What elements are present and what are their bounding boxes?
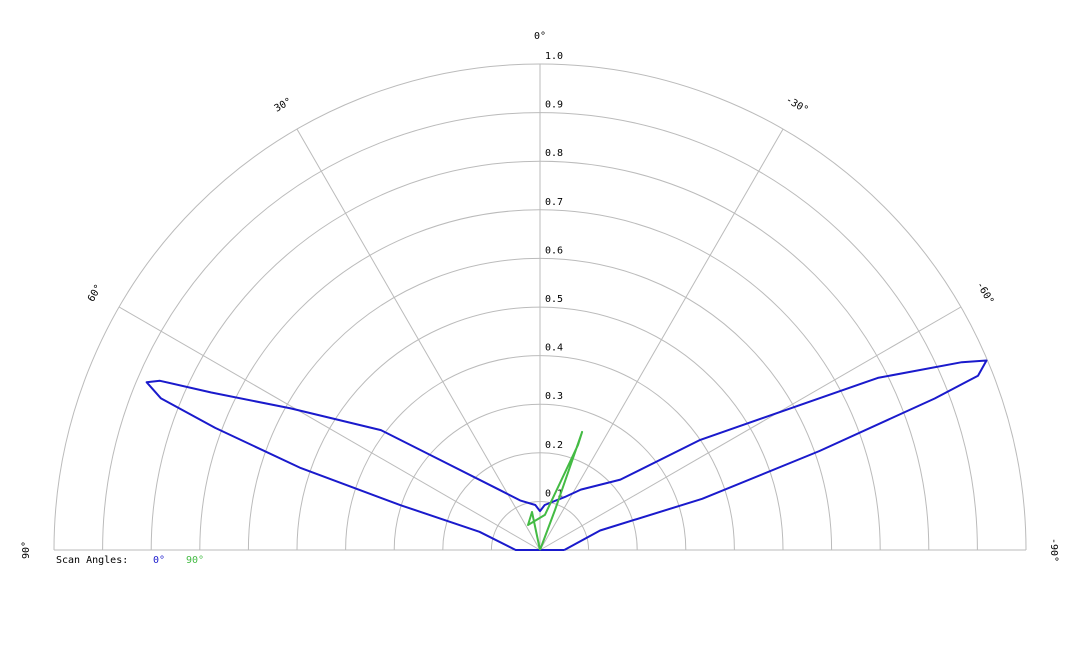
r-tick-label: 0.4 — [545, 343, 563, 354]
grid-spoke — [118, 306, 541, 551]
r-tick-label: 0.7 — [545, 197, 563, 208]
legend-title: Scan Angles: — [56, 555, 128, 566]
r-tick-label: 0.5 — [545, 294, 563, 305]
theta-tick-label: -60° — [974, 280, 996, 306]
theta-tick-label: 0° — [534, 31, 546, 42]
theta-tick-label: -90° — [1048, 538, 1059, 562]
series-line — [145, 359, 988, 551]
theta-tick-label: 90° — [21, 541, 32, 559]
legend-entry: 0° — [153, 555, 165, 566]
r-tick-label: 0.6 — [545, 245, 563, 256]
r-tick-label: 0.2 — [545, 440, 563, 451]
series-line — [527, 430, 584, 551]
r-tick-label: 1.0 — [545, 51, 563, 62]
theta-tick-label: 60° — [86, 283, 105, 304]
grid-spoke — [296, 128, 541, 551]
theta-tick-label: -30° — [784, 95, 810, 117]
r-tick-label: 0.8 — [545, 148, 563, 159]
theta-tick-label: 30° — [273, 96, 294, 115]
r-tick-label: 0.3 — [545, 391, 563, 402]
grid-spoke — [539, 128, 784, 551]
legend-entry: 90° — [186, 555, 204, 566]
r-tick-label: 0.9 — [545, 100, 563, 111]
grid-spoke — [539, 306, 962, 551]
